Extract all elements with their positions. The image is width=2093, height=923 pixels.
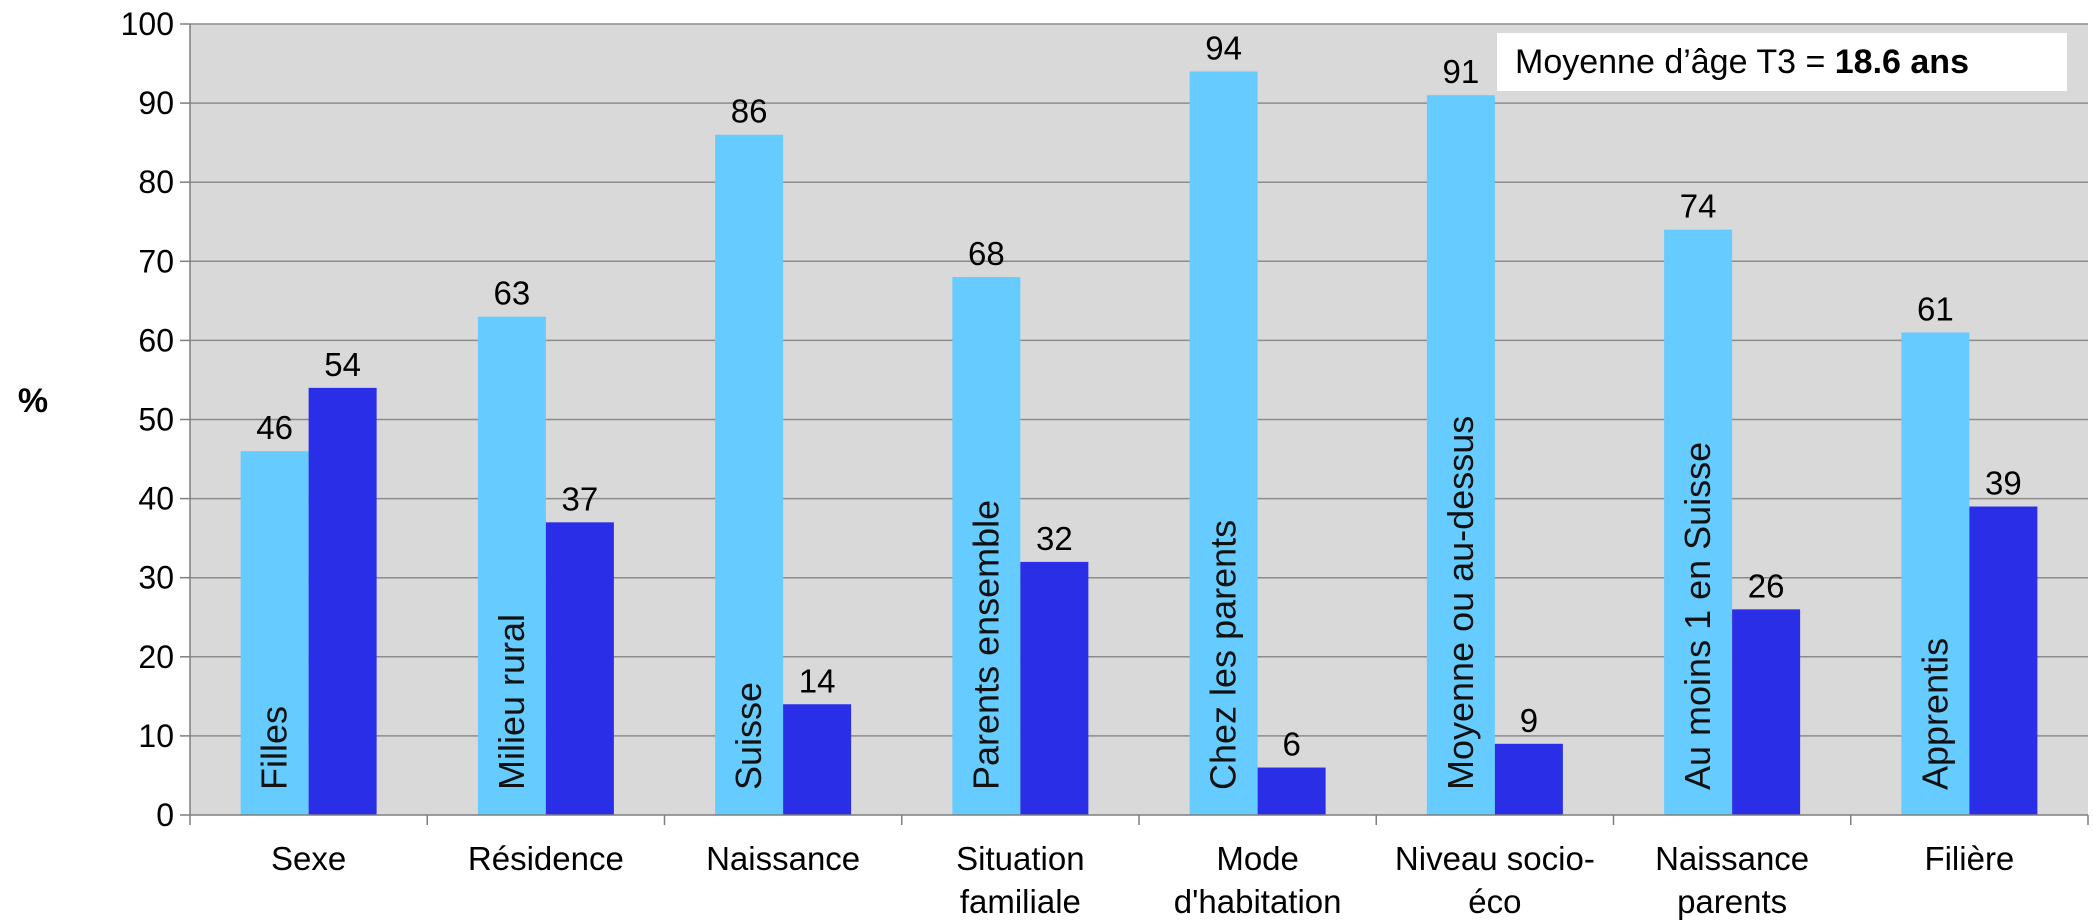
data-label: 14 <box>799 662 836 699</box>
category-label: parents <box>1677 883 1787 920</box>
data-label: 37 <box>562 480 599 517</box>
bar-series-2 <box>1732 609 1801 815</box>
data-label: 26 <box>1748 567 1785 604</box>
y-tick-label: 40 <box>138 481 174 517</box>
data-label: 54 <box>324 346 361 383</box>
bar-series-1 <box>1189 71 1258 815</box>
y-tick-label: 100 <box>121 6 174 42</box>
in-bar-label: Parents ensemble <box>965 500 1006 790</box>
data-label: 68 <box>968 235 1005 272</box>
category-label: familiale <box>960 883 1081 920</box>
data-label: 74 <box>1680 188 1717 225</box>
bar-series-2 <box>1969 506 2038 815</box>
category-label: Résidence <box>468 840 624 877</box>
y-tick-label: 70 <box>138 243 174 279</box>
in-bar-label: Chez les parents <box>1203 520 1244 790</box>
bar-series-2 <box>1020 561 1089 815</box>
data-label: 63 <box>494 275 531 312</box>
category-label: Naissance <box>1655 840 1809 877</box>
bar-series-1 <box>1664 229 1733 815</box>
data-label: 39 <box>1985 465 2022 502</box>
data-label: 61 <box>1917 290 1954 327</box>
mean-age-annotation: Moyenne d’âge T3 = 18.6 ans <box>1497 33 2067 91</box>
in-bar-label: Filles <box>254 706 295 790</box>
category-label: Filière <box>1924 840 2014 877</box>
y-axis-label: % <box>18 382 48 420</box>
in-bar-label: Milieu rural <box>491 614 532 790</box>
y-tick-label: 0 <box>156 797 174 833</box>
category-label: d'habitation <box>1174 883 1342 920</box>
category-label: Naissance <box>706 840 860 877</box>
data-label: 32 <box>1036 520 1073 557</box>
data-label: 94 <box>1205 29 1242 66</box>
y-tick-label: 90 <box>138 85 174 121</box>
bar-series-2 <box>308 387 377 815</box>
data-label: 46 <box>256 409 293 446</box>
y-tick-label: 50 <box>138 402 174 438</box>
y-tick-label: 60 <box>138 322 174 358</box>
data-label: 86 <box>731 93 768 130</box>
category-label: Sexe <box>271 840 346 877</box>
category-label: Niveau socio- <box>1395 840 1595 877</box>
category-label: éco <box>1468 883 1521 920</box>
bar-series-2 <box>545 522 614 815</box>
bar-series-1 <box>715 134 784 816</box>
category-label: Mode <box>1216 840 1299 877</box>
in-bar-label: Moyenne ou au-dessus <box>1440 416 1481 790</box>
data-label: 9 <box>1520 702 1538 739</box>
bar-series-1 <box>952 277 1021 815</box>
labels: 0 10 20 30 40 50 60 70 80 90 100 46 54 Filles Sexe 63 37… <box>121 6 2022 920</box>
y-tick-label: 20 <box>138 639 174 675</box>
in-bar-label: Au moins 1 en Suisse <box>1677 442 1718 790</box>
annotation-prefix: Moyenne d’âge T3 = <box>1515 43 1835 81</box>
category-label: Situation <box>956 840 1084 877</box>
y-tick-label: 80 <box>138 164 174 200</box>
bar-series-1 <box>1426 95 1495 815</box>
y-tick-label: 30 <box>138 560 174 596</box>
bar-series-1 <box>477 316 546 815</box>
data-label: 91 <box>1443 53 1480 90</box>
in-bar-label: Suisse <box>728 682 769 790</box>
axes <box>180 23 2089 825</box>
bar-series-2 <box>783 704 852 815</box>
y-tick-label: 10 <box>138 718 174 754</box>
bar-series-2 <box>1257 767 1326 815</box>
bar-series-1 <box>1901 332 1970 815</box>
data-label: 6 <box>1282 726 1300 763</box>
annotation-value: 18.6 ans <box>1834 43 1969 81</box>
in-bar-label: Apprentis <box>1914 638 1955 790</box>
bar-series-1 <box>240 451 309 815</box>
bars <box>240 71 2038 816</box>
bar-series-2 <box>1494 743 1563 815</box>
